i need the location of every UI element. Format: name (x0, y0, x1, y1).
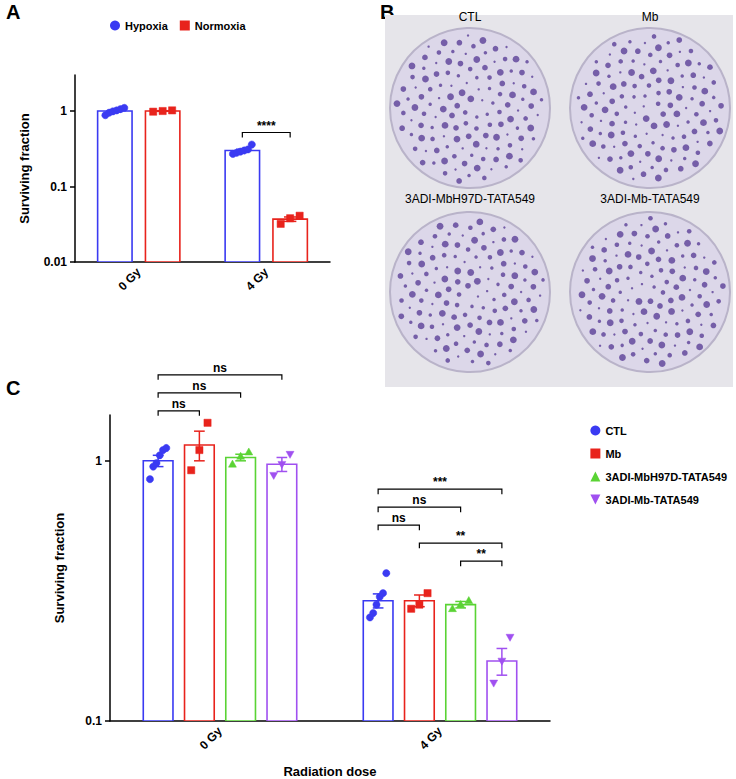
svg-text:***: *** (433, 475, 447, 489)
svg-text:3ADI-MbH97D-TATA549: 3ADI-MbH97D-TATA549 (605, 471, 727, 483)
svg-text:**: ** (456, 529, 466, 543)
svg-text:**: ** (477, 547, 487, 561)
svg-text:0.1: 0.1 (50, 180, 67, 194)
svg-text:Mb: Mb (642, 10, 659, 24)
svg-text:3ADI-MbH97D-TATA549: 3ADI-MbH97D-TATA549 (405, 192, 535, 206)
svg-text:4 Gy: 4 Gy (417, 724, 446, 753)
svg-text:0.1: 0.1 (85, 714, 102, 728)
svg-text:****: **** (257, 119, 276, 133)
svg-text:0 Gy: 0 Gy (197, 724, 226, 753)
svg-text:CTL: CTL (605, 425, 627, 437)
svg-text:3ADI-Mb-TATA549: 3ADI-Mb-TATA549 (605, 494, 699, 506)
svg-text:Surviving fraction: Surviving fraction (17, 113, 32, 224)
svg-text:0.01: 0.01 (44, 255, 68, 269)
svg-text:3ADI-Mb-TATA549: 3ADI-Mb-TATA549 (600, 192, 700, 206)
svg-text:ns: ns (213, 361, 227, 375)
svg-text:A: A (6, 1, 20, 23)
svg-text:Normoxia: Normoxia (195, 20, 247, 32)
svg-text:Mb: Mb (605, 448, 621, 460)
svg-text:Hypoxia: Hypoxia (125, 20, 169, 32)
svg-text:ns: ns (412, 493, 426, 507)
svg-text:ns: ns (172, 397, 186, 411)
svg-text:C: C (6, 377, 20, 399)
svg-text:1: 1 (95, 454, 102, 468)
svg-text:1: 1 (60, 104, 67, 118)
svg-text:ns: ns (192, 379, 206, 393)
svg-text:CTL: CTL (459, 10, 482, 24)
svg-text:Radiation dose: Radiation dose (283, 764, 376, 779)
svg-text:Surviving fraction: Surviving fraction (52, 513, 67, 624)
svg-text:0 Gy: 0 Gy (115, 265, 144, 294)
svg-text:B: B (380, 1, 395, 23)
svg-text:ns: ns (392, 511, 406, 525)
svg-text:4 Gy: 4 Gy (243, 265, 272, 294)
